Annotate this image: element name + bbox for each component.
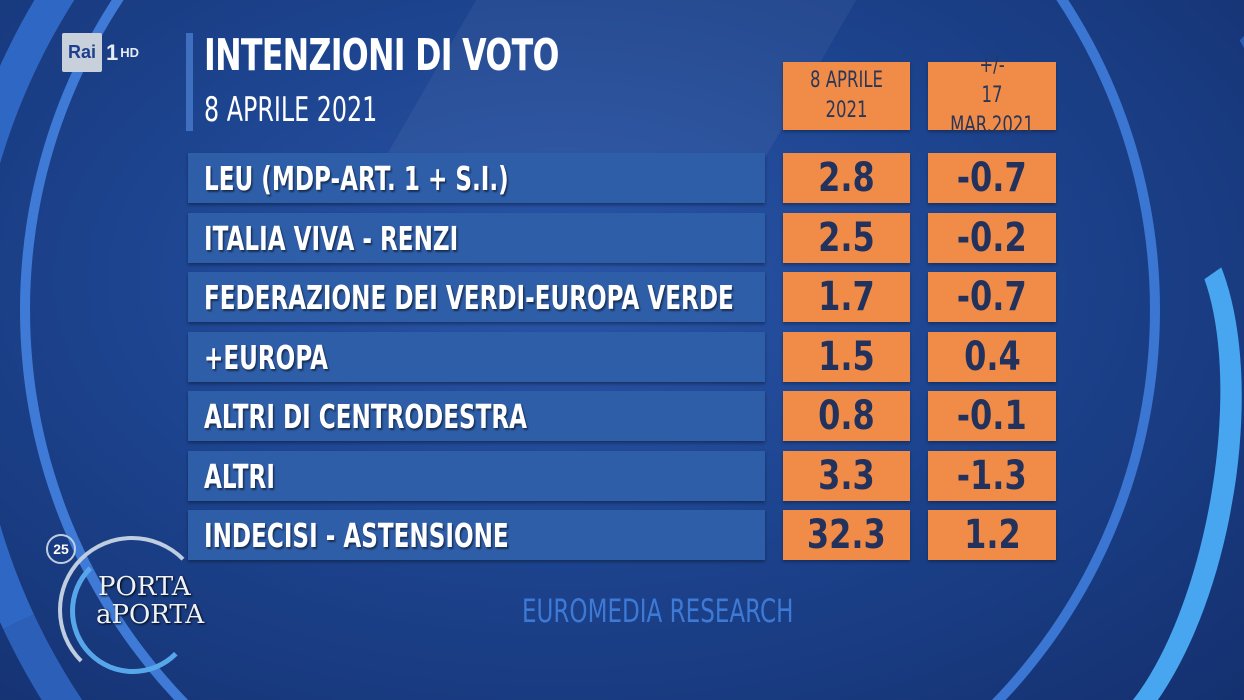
party-label-bar: ALTRI — [188, 450, 765, 501]
change-cell: 1.2 — [928, 510, 1056, 560]
value-cell: 0.8 — [783, 391, 910, 441]
party-label-bar: +EUROPA — [188, 331, 765, 382]
party-label-bar: LEU (MDP-ART. 1 + S.I.) — [188, 153, 765, 203]
party-name: LEU (MDP-ART. 1 + S.I.) — [204, 159, 509, 198]
value-cell: 1.5 — [783, 331, 910, 382]
party-label-bar: FEDERAZIONE DEI VERDI-EUROPA VERDE — [188, 272, 765, 322]
change-cell: -0.2 — [928, 212, 1056, 263]
page-title: INTENZIONI DI VOTO — [204, 30, 559, 81]
value-cell: 2.8 — [783, 153, 910, 203]
column-header-value: 8 APRILE 2021 — [783, 62, 910, 130]
value-cell: 3.3 — [783, 450, 910, 501]
page-subtitle: 8 APRILE 2021 — [204, 90, 378, 130]
change-cell: -1.3 — [928, 450, 1056, 501]
party-label-bar: ITALIA VIVA - RENZI — [188, 212, 765, 263]
party-label-bar: INDECISI - ASTENSIONE — [188, 510, 765, 560]
channel-number: 1 — [106, 39, 119, 65]
party-name: ALTRI DI CENTRODESTRA — [204, 397, 528, 436]
source-credit: EUROMEDIA RESEARCH — [522, 592, 794, 630]
value-cell: 2.5 — [783, 212, 910, 263]
value-cell: 32.3 — [783, 510, 910, 560]
party-name: ALTRI — [204, 456, 275, 496]
program-name-line1: PORTA — [98, 572, 191, 602]
logo-arc-icon — [58, 536, 206, 684]
title-accent-bar — [186, 33, 193, 131]
party-name: FEDERAZIONE DEI VERDI-EUROPA VERDE — [204, 278, 734, 317]
change-cell: -0.7 — [928, 272, 1056, 322]
logo-arc-icon — [70, 548, 196, 674]
program-name-line2: aPORTA — [96, 600, 205, 630]
rai-logo-box: Rai — [62, 33, 103, 72]
channel-logo: Rai 1 HD — [62, 33, 139, 72]
anniversary-badge: 25 — [46, 534, 76, 564]
column-header-change: +/- 17 MAR.2021 — [928, 53, 1056, 138]
party-label-bar: ALTRI DI CENTRODESTRA — [188, 391, 765, 441]
change-cell: -0.1 — [928, 391, 1056, 441]
hd-badge: HD — [120, 45, 140, 60]
change-cell: 0.4 — [928, 331, 1056, 382]
program-logo: 25 PORTA aPORTA — [46, 530, 246, 684]
party-name: INDECISI - ASTENSIONE — [204, 516, 509, 555]
change-cell: -0.7 — [928, 153, 1056, 203]
party-name: ITALIA VIVA - RENZI — [204, 218, 459, 258]
value-cell: 1.7 — [783, 272, 910, 322]
party-name: +EUROPA — [204, 337, 329, 377]
